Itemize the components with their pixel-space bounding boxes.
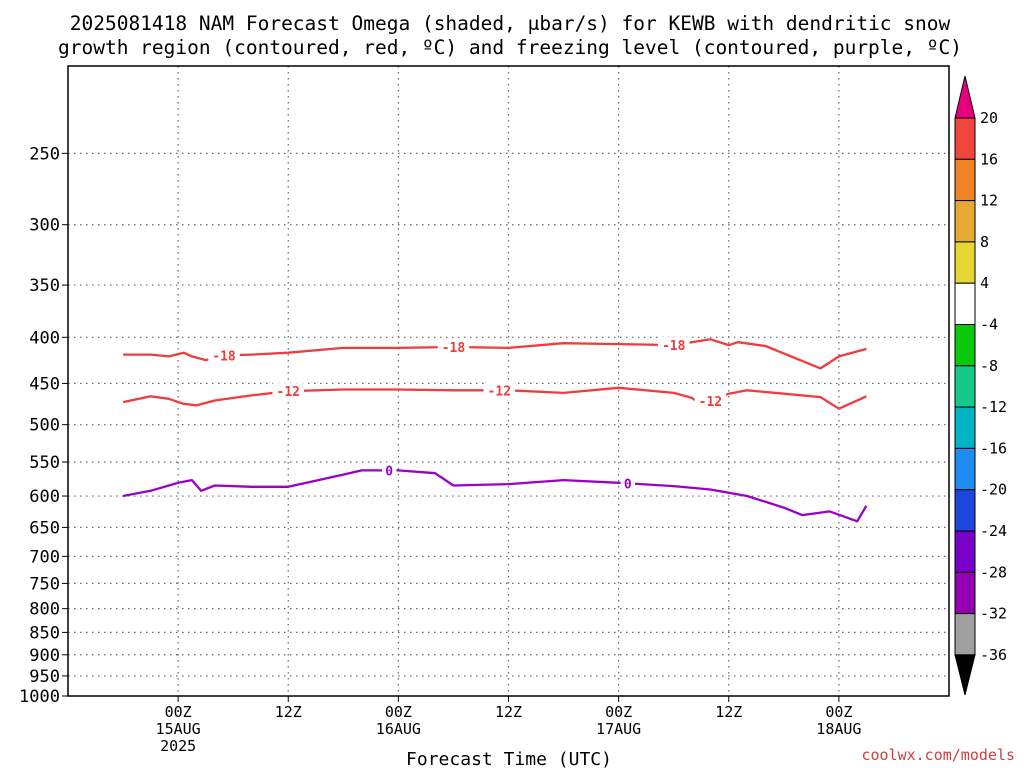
contour-label: -18	[662, 339, 686, 354]
contour-label: -12	[699, 395, 722, 410]
plot-frame	[67, 65, 950, 697]
contour-label-bg	[657, 337, 690, 354]
colorbar-label: -4	[980, 316, 998, 334]
y-tick-label: 400	[29, 328, 60, 348]
contour-lines: -18 -18 -18 -12 -12 -12 0 0	[122, 337, 868, 523]
x-axis-label: Forecast Time (UTC)	[406, 749, 612, 768]
contour-label: 0	[385, 464, 393, 479]
x-tick-label: 00Z	[165, 703, 192, 721]
colorbar-swatch	[954, 406, 976, 449]
x-tick-label: 12Z	[495, 703, 522, 721]
y-tick-label: 300	[29, 216, 60, 236]
colorbar-swatch	[954, 447, 976, 491]
colorbar-label: -28	[980, 563, 1007, 581]
y-tick-label: 650	[29, 518, 60, 538]
contour-line-0	[122, 469, 868, 523]
y-tick-label: 250	[29, 144, 60, 164]
contour-label: -18	[212, 349, 236, 364]
contour-label: -18	[442, 341, 466, 356]
colorbar: 20 16 12 8 4 -4 -8 -12 -16 -20 -24 -28 -32 -36	[954, 75, 1007, 696]
colorbar-label: -12	[980, 398, 1007, 416]
colorbar-label: -16	[980, 439, 1007, 457]
colorbar-swatch	[954, 282, 976, 326]
contour-label-bg	[483, 382, 516, 399]
contour-label: -12	[488, 384, 511, 399]
y-tick-label: 900	[29, 646, 60, 666]
colorbar-bottom-arrow	[954, 654, 976, 696]
contour-label-bg	[620, 475, 636, 492]
y-tick-label: 450	[29, 374, 60, 394]
contour-label-bg	[694, 393, 727, 410]
colorbar-label: -8	[980, 357, 998, 375]
colorbar-label: -20	[980, 481, 1007, 499]
y-tick-label: 750	[29, 574, 60, 594]
x-tick-label: 18AUG	[816, 720, 861, 738]
colorbar-label: 16	[980, 150, 998, 168]
colorbar-label: -36	[980, 646, 1007, 664]
x-tick-label: 00Z	[825, 703, 852, 721]
contour-label-bg	[208, 347, 240, 364]
y-tick-label: 700	[29, 547, 60, 567]
y-tick-label: 1000	[19, 687, 60, 707]
x-tick-label: 12Z	[715, 703, 742, 721]
colorbar-swatch	[954, 571, 976, 615]
y-axis-ticks: 250 300 350 400 450 500 550 600 650 700 750 800 850 9…	[19, 144, 68, 707]
x-tick-label: 00Z	[605, 703, 632, 721]
contour-label-bg	[381, 462, 397, 479]
colorbar-label: -24	[980, 522, 1007, 540]
colorbar-swatch	[954, 365, 976, 408]
contour-label: 0	[624, 477, 632, 492]
colorbar-swatch	[954, 200, 976, 243]
chart-title-line2: growth region (contoured, red, ºC) and f…	[58, 36, 962, 59]
contour-label-bg	[437, 338, 470, 355]
colorbar-label: 12	[980, 192, 998, 210]
colorbar-swatch	[954, 324, 976, 367]
x-tick-label: 00Z	[385, 703, 412, 721]
x-tick-label: 15AUG	[156, 720, 201, 738]
colorbar-label: 4	[980, 274, 989, 292]
x-tick-label: 2025	[160, 737, 196, 755]
colorbar-label: -32	[980, 605, 1007, 623]
y-tick-label: 800	[29, 600, 60, 620]
colorbar-swatch	[954, 158, 976, 202]
colorbar-swatch	[954, 241, 976, 284]
chart-title-line1: 2025081418 NAM Forecast Omega (shaded, μ…	[70, 12, 951, 35]
y-tick-label: 600	[29, 487, 60, 507]
y-tick-label: 500	[29, 416, 60, 436]
grid-lines	[68, 66, 949, 696]
x-tick-label: 12Z	[275, 703, 302, 721]
y-tick-label: 550	[29, 453, 60, 473]
colorbar-swatch	[954, 117, 976, 160]
colorbar-swatch	[954, 613, 976, 656]
colorbar-swatch	[954, 530, 976, 573]
y-tick-label: 350	[29, 276, 60, 296]
y-tick-label: 850	[29, 623, 60, 643]
y-tick-label: 950	[29, 667, 60, 687]
contour-label: -12	[277, 385, 300, 400]
colorbar-label: 20	[980, 109, 998, 127]
colorbar-label: 8	[980, 233, 989, 251]
colorbar-top-arrow	[954, 75, 976, 119]
credit-text[interactable]: coolwx.com/models	[861, 746, 1015, 764]
contour-label-bg	[272, 383, 304, 400]
colorbar-swatch	[954, 489, 976, 532]
x-tick-label: 16AUG	[376, 720, 421, 738]
x-tick-label: 17AUG	[596, 720, 641, 738]
